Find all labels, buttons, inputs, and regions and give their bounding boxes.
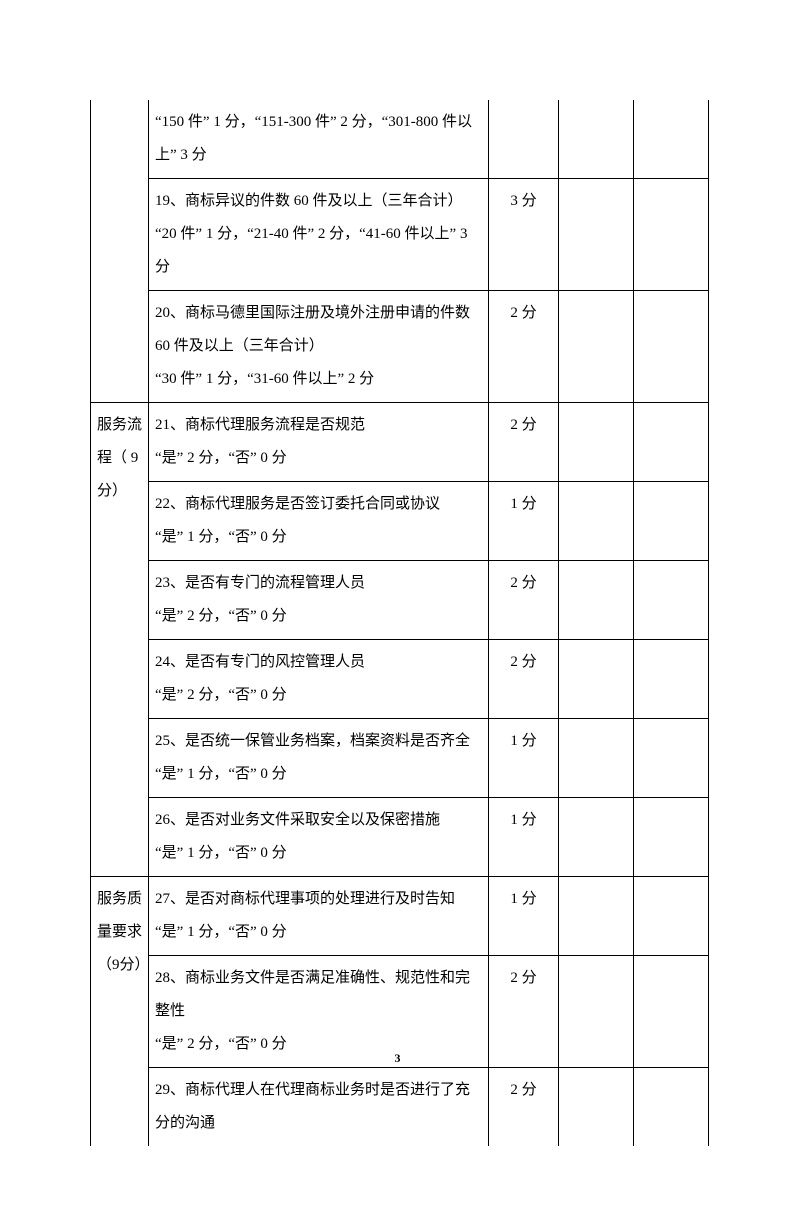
row-score: 2 分 — [489, 1068, 559, 1147]
empty-col-1 — [559, 640, 634, 719]
empty-col-1 — [559, 291, 634, 403]
row-score: 1 分 — [489, 719, 559, 798]
empty-col-1 — [559, 179, 634, 291]
row-desc: 19、商标异议的件数 60 件及以上（三年合计）“20 件” 1 分，“21-4… — [149, 179, 489, 291]
empty-col-2 — [634, 798, 709, 877]
row-desc: 27、是否对商标代理事项的处理进行及时告知“是” 1 分，“否” 0 分 — [149, 877, 489, 956]
empty-col-1 — [559, 403, 634, 482]
row-desc: 23、是否有专门的流程管理人员“是” 2 分，“否” 0 分 — [149, 561, 489, 640]
row-desc: 21、商标代理服务流程是否规范“是” 2 分，“否” 0 分 — [149, 403, 489, 482]
row-score: 1 分 — [489, 482, 559, 561]
row-score: 2 分 — [489, 561, 559, 640]
empty-col-2 — [634, 100, 709, 179]
empty-col-2 — [634, 1068, 709, 1147]
scoring-table: “150 件” 1 分，“151-300 件” 2 分，“301-800 件以上… — [90, 100, 709, 1146]
empty-col-1 — [559, 482, 634, 561]
row-score: 2 分 — [489, 403, 559, 482]
empty-col-2 — [634, 482, 709, 561]
empty-col-1 — [559, 561, 634, 640]
row-score: 3 分 — [489, 179, 559, 291]
row-desc: “150 件” 1 分，“151-300 件” 2 分，“301-800 件以上… — [149, 100, 489, 179]
empty-col-1 — [559, 798, 634, 877]
empty-col-2 — [634, 179, 709, 291]
row-desc: 25、是否统一保管业务档案，档案资料是否齐全“是” 1 分，“否” 0 分 — [149, 719, 489, 798]
empty-col-2 — [634, 877, 709, 956]
row-desc: 22、商标代理服务是否签订委托合同或协议“是” 1 分，“否” 0 分 — [149, 482, 489, 561]
row-desc: 20、商标马德里国际注册及境外注册申请的件数 60 件及以上（三年合计）“30 … — [149, 291, 489, 403]
empty-col-2 — [634, 561, 709, 640]
row-desc: 24、是否有专门的风控管理人员“是” 2 分，“否” 0 分 — [149, 640, 489, 719]
row-score: 2 分 — [489, 291, 559, 403]
empty-col-1 — [559, 719, 634, 798]
empty-col-2 — [634, 291, 709, 403]
category-cell-service-process: 服务流程（ 9分） — [91, 403, 149, 877]
empty-col-1 — [559, 100, 634, 179]
empty-col-1 — [559, 1068, 634, 1147]
row-score: 1 分 — [489, 798, 559, 877]
empty-col-1 — [559, 877, 634, 956]
row-desc: 29、商标代理人在代理商标业务时是否进行了充分的沟通 — [149, 1068, 489, 1147]
row-score: 2 分 — [489, 640, 559, 719]
row-score: 1 分 — [489, 877, 559, 956]
empty-col-2 — [634, 403, 709, 482]
empty-col-2 — [634, 640, 709, 719]
page-number: 3 — [0, 1051, 795, 1066]
row-desc: 26、是否对业务文件采取安全以及保密措施“是” 1 分，“否” 0 分 — [149, 798, 489, 877]
row-score — [489, 100, 559, 179]
empty-col-2 — [634, 719, 709, 798]
category-cell-service-quality: 服务质量要求（9分） — [91, 877, 149, 1147]
category-cell-prev — [91, 100, 149, 403]
